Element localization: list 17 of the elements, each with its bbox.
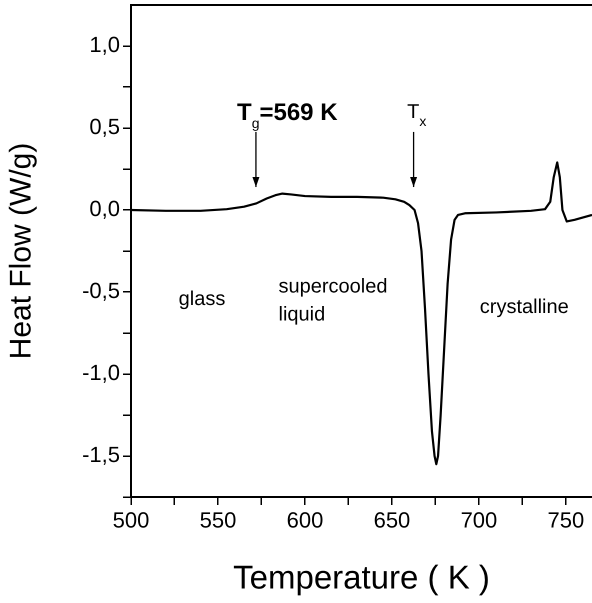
x-tick-label: 550 (200, 507, 236, 532)
y-tick-label: -1,5 (82, 442, 120, 468)
x-tick-label: 700 (460, 507, 498, 532)
x-tick-label: 750 (548, 507, 584, 532)
x-tick-label: 600 (286, 507, 324, 532)
annotation: glass (178, 288, 226, 310)
y-tick-label: -1,0 (82, 360, 120, 386)
y-tick-label: -0,5 (82, 278, 120, 304)
x-axis-title: Temperature ( K ) (233, 558, 490, 596)
y-tick-label: 0,5 (89, 114, 120, 140)
x-tick-label: 500 (112, 507, 150, 532)
y-axis-title: Heat Flow (W/g) (4, 142, 38, 360)
y-tick-label: 0,0 (89, 196, 120, 222)
annotation: supercooled liquid (278, 275, 388, 326)
x-tick-label: 650 (374, 507, 410, 532)
annotation: crystalline (480, 296, 569, 318)
y-tick-label: 1,0 (89, 32, 120, 58)
